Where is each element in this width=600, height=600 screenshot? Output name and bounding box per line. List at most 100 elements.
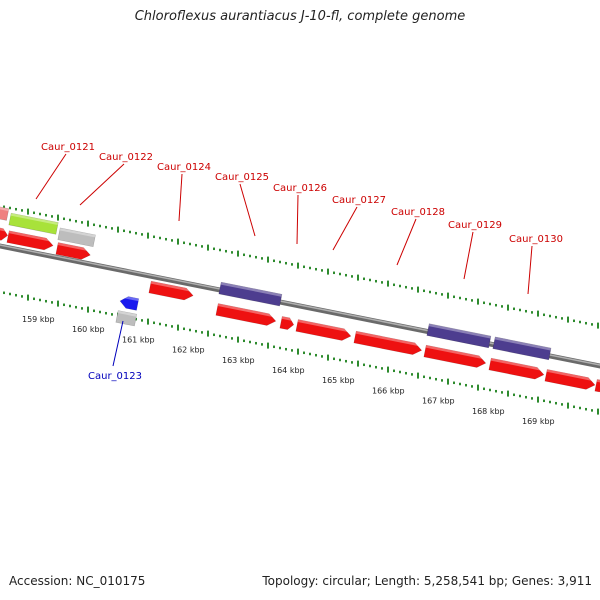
scale-label: 166 kbp [372, 386, 405, 395]
inner-tick-minor [213, 333, 215, 337]
gene-0120-box-gloss [0, 205, 9, 212]
gene-0123-box-shape [115, 310, 138, 327]
inner-tick-minor [573, 405, 575, 409]
outer-tick-minor [261, 257, 263, 260]
cds-arrow-12-gloss [596, 379, 600, 384]
outer-tick-minor [285, 261, 287, 265]
outer-tick-minor [591, 323, 593, 326]
cds-arrow-10-shape [488, 357, 545, 380]
inner-tick-minor [231, 337, 233, 340]
outer-tick-major [237, 250, 239, 257]
outer-tick-minor [81, 221, 83, 224]
outer-tick-minor [3, 205, 5, 209]
inner-tick-minor [465, 383, 467, 387]
scale-label: 167 kbp [422, 397, 455, 406]
inner-tick-minor [159, 322, 161, 326]
inner-tick-minor [249, 340, 251, 344]
outer-tick-minor [321, 269, 323, 272]
callout-line [178, 173, 183, 222]
gene-0121-box-shape [8, 212, 59, 235]
inner-tick-minor [339, 358, 341, 362]
inner-tick-minor [189, 328, 191, 332]
outer-tick-major [507, 304, 509, 311]
inner-tick-minor [321, 355, 323, 358]
outer-tick-minor [405, 285, 407, 289]
inner-tick-minor [513, 393, 515, 397]
outer-tick-minor [165, 237, 167, 241]
outer-tick-minor [291, 263, 293, 266]
gene-callouts: Caur_0121 Caur_0122 Caur_0123 Caur_0124 Caur… [35, 142, 563, 382]
outer-tick-minor [471, 299, 473, 302]
inner-tick-minor [69, 304, 71, 308]
gene-label: Caur_0125 [215, 172, 269, 183]
cds-arrow-11 [544, 369, 597, 390]
inner-tick-minor [3, 291, 5, 295]
scale-label: 169 kbp [522, 417, 555, 426]
outer-tick-minor [273, 259, 275, 263]
inner-tick-minor [261, 343, 263, 346]
inner-tick-major [597, 408, 599, 415]
inner-tick-minor [21, 295, 23, 298]
gene-label: Caur_0121 [41, 142, 95, 153]
outer-tick-minor [39, 212, 41, 216]
callout-line [527, 245, 533, 295]
inner-tick-major [537, 396, 539, 403]
inner-tick-minor [291, 349, 293, 352]
inner-tick-major [567, 402, 569, 409]
inner-tick-minor [39, 298, 41, 302]
gene-label: Caur_0122 [99, 152, 153, 163]
inner-tick-major [327, 354, 329, 361]
outer-tick-major [207, 244, 209, 251]
inner-tick-minor [441, 379, 443, 382]
inner-tick-minor [81, 307, 83, 310]
gene-label: Caur_0123 [88, 371, 142, 382]
outer-tick-minor [315, 267, 317, 271]
outer-tick-minor [153, 235, 155, 239]
outer-tick-minor [453, 295, 455, 299]
callout-line [396, 218, 417, 266]
scale-label: 165 kbp [322, 376, 355, 385]
outer-tick-minor [33, 211, 35, 215]
callout-line [35, 153, 67, 200]
inner-tick-minor [309, 352, 311, 356]
cds-arrow-5-shape [215, 303, 277, 326]
inner-tick-minor [531, 397, 533, 400]
outer-tick-minor [585, 321, 587, 325]
outer-tick-minor [333, 271, 335, 275]
inner-tick-minor [375, 365, 377, 369]
outer-tick-minor [225, 249, 227, 253]
outer-tick-minor [555, 315, 557, 319]
gene-0130-box-shape [492, 336, 552, 361]
inner-tick-minor [195, 329, 197, 333]
outer-tick-major [177, 238, 179, 245]
outer-tick-minor [183, 241, 185, 245]
outer-tick-minor [465, 297, 467, 301]
gene-label: Caur_0129 [448, 220, 502, 231]
inner-tick-minor [429, 376, 431, 380]
inner-tick-major [477, 384, 479, 391]
outer-tick-minor [21, 209, 23, 212]
outer-tick-minor [123, 229, 125, 233]
inner-tick-minor [459, 382, 461, 386]
inner-tick-minor [351, 361, 353, 364]
outer-tick-major [567, 316, 569, 323]
inner-tick-minor [255, 341, 257, 345]
outer-tick-minor [351, 275, 353, 278]
outer-tick-minor [579, 320, 581, 324]
outer-tick-minor [219, 248, 221, 252]
gene-0121-box [8, 212, 59, 235]
cds-arrow-2-shape [6, 230, 54, 251]
inner-tick-major [177, 324, 179, 331]
inner-tick-minor [363, 363, 365, 367]
outer-tick-minor [435, 291, 437, 295]
cds-arrow-11-shape [544, 369, 596, 390]
cds-arrow-1-shape [0, 226, 9, 241]
inner-tick-minor [585, 407, 587, 411]
outer-tick-major [477, 298, 479, 305]
inner-tick-minor [135, 317, 137, 321]
outer-tick-minor [519, 308, 521, 312]
inner-tick-minor [93, 309, 95, 313]
outer-tick-minor [513, 307, 515, 311]
outer-tick-minor [135, 231, 137, 235]
outer-tick-minor [423, 289, 425, 293]
